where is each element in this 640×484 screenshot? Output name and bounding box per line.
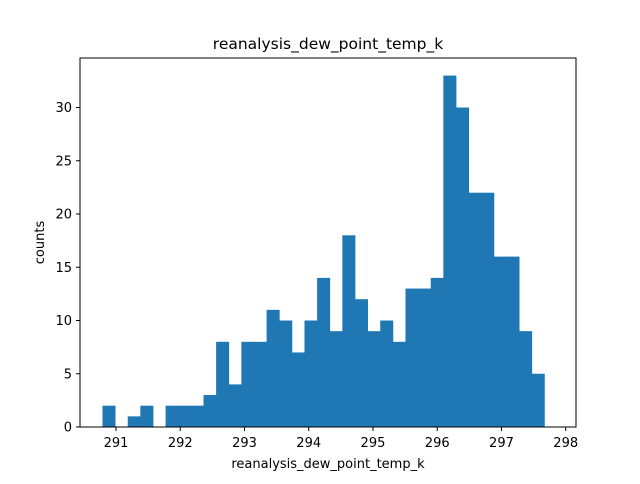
histogram-bar bbox=[380, 320, 394, 427]
x-tick-label: 297 bbox=[489, 436, 514, 451]
y-tick-label: 5 bbox=[64, 367, 72, 382]
histogram-bar bbox=[519, 331, 533, 427]
histogram-bar bbox=[418, 288, 432, 427]
x-tick-label: 291 bbox=[104, 436, 129, 451]
x-tick-label: 293 bbox=[232, 436, 257, 451]
histogram-bar bbox=[127, 416, 141, 427]
y-axis-label: counts bbox=[33, 221, 48, 265]
histogram-bar bbox=[102, 405, 116, 427]
histogram-bar bbox=[367, 331, 381, 427]
histogram-bar bbox=[203, 395, 217, 427]
chart-title: reanalysis_dew_point_temp_k bbox=[213, 35, 443, 54]
bars-group bbox=[102, 75, 545, 428]
histogram-bar bbox=[165, 405, 179, 427]
histogram-bar bbox=[455, 107, 469, 428]
histogram-bar bbox=[140, 405, 154, 427]
histogram-bar bbox=[228, 384, 242, 427]
x-axis-label: reanalysis_dew_point_temp_k bbox=[231, 457, 425, 472]
y-tick-label: 20 bbox=[55, 208, 72, 223]
y-tick-label: 15 bbox=[55, 261, 72, 276]
histogram-bar bbox=[354, 299, 368, 427]
y-axis-ticks: 0 5 10 15 20 25 30 bbox=[55, 101, 80, 436]
histogram-bar bbox=[392, 341, 406, 427]
histogram-bar bbox=[178, 405, 192, 427]
histogram-bar bbox=[317, 277, 331, 427]
histogram-bar bbox=[241, 341, 255, 427]
histogram-bar bbox=[468, 192, 482, 427]
x-tick-label: 292 bbox=[168, 436, 193, 451]
histogram-bar bbox=[291, 352, 305, 427]
y-tick-label: 30 bbox=[55, 101, 72, 116]
histogram-bar bbox=[266, 309, 280, 427]
x-axis-ticks: 291 292 293 294 295 296 297 298 bbox=[104, 427, 578, 451]
x-tick-label: 296 bbox=[425, 436, 450, 451]
histogram-bar bbox=[342, 235, 356, 427]
histogram-bar bbox=[253, 341, 268, 427]
histogram-bar bbox=[531, 373, 545, 427]
y-tick-label: 25 bbox=[55, 154, 72, 169]
histogram-bar bbox=[216, 341, 230, 427]
histogram-bar bbox=[304, 320, 318, 427]
histogram-bar bbox=[190, 405, 204, 427]
histogram-bar bbox=[279, 320, 293, 427]
y-tick-label: 0 bbox=[64, 421, 72, 436]
histogram-bar bbox=[405, 288, 419, 427]
histogram-bar bbox=[329, 331, 343, 427]
histogram-bar bbox=[430, 277, 444, 427]
y-tick-label: 10 bbox=[55, 314, 72, 329]
histogram-bar bbox=[506, 256, 520, 427]
x-tick-label: 294 bbox=[296, 436, 321, 451]
x-tick-label: 298 bbox=[553, 436, 578, 451]
histogram-bar bbox=[481, 192, 495, 427]
x-tick-label: 295 bbox=[361, 436, 386, 451]
histogram-bar bbox=[493, 256, 507, 427]
histogram-bar bbox=[443, 75, 457, 427]
plot-frame bbox=[79, 57, 577, 428]
